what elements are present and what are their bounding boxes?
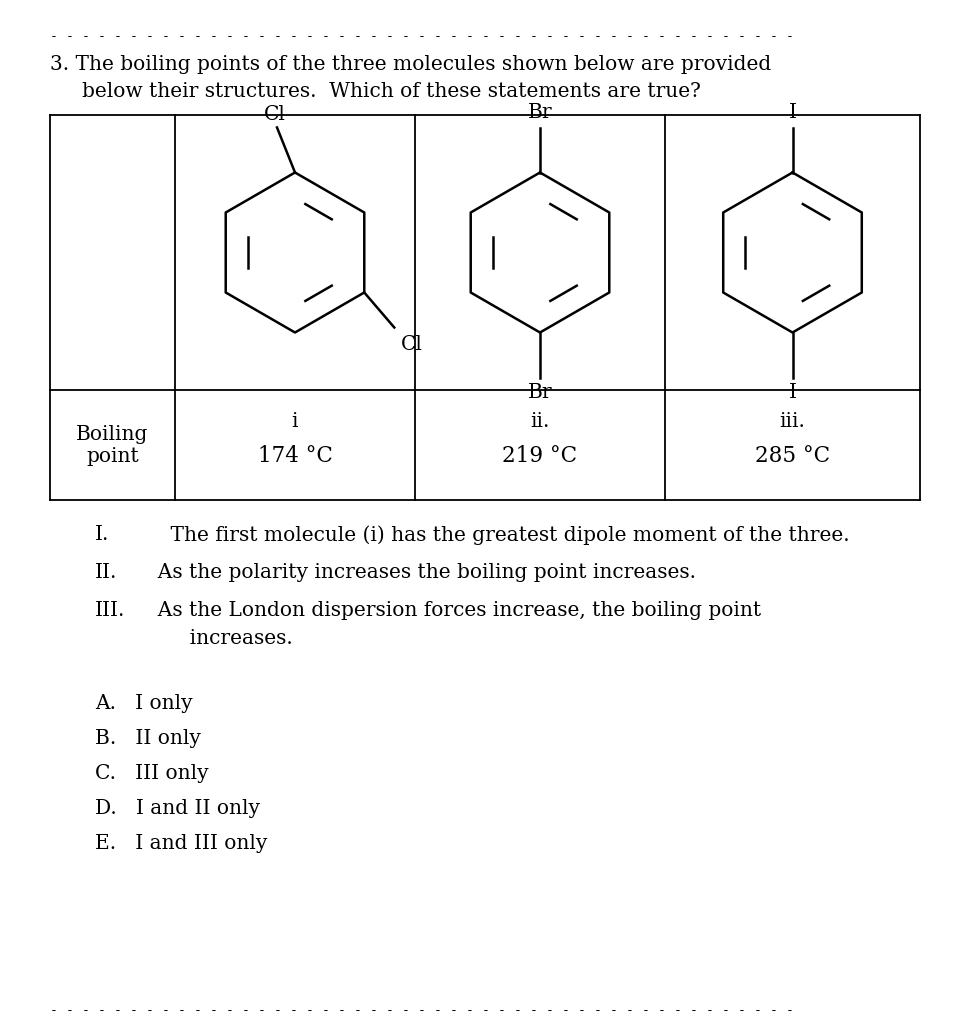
Text: D.   I and II only: D. I and II only (95, 799, 260, 818)
Text: Cl: Cl (264, 105, 285, 125)
Text: 285 °C: 285 °C (754, 445, 830, 467)
Text: ii.: ii. (530, 412, 550, 431)
Text: - - - - - - - - - - - - - - - - - - - - - - - - - - - - - - - - - - - - - - - - : - - - - - - - - - - - - - - - - - - - - … (50, 30, 794, 43)
Text: iii.: iii. (780, 412, 805, 431)
Text: II.: II. (95, 563, 117, 582)
Text: i: i (291, 412, 298, 431)
Text: increases.: increases. (145, 629, 292, 648)
Text: below their structures.  Which of these statements are true?: below their structures. Which of these s… (82, 82, 701, 101)
Text: Br: Br (527, 383, 552, 401)
Text: Boiling
point: Boiling point (77, 425, 149, 466)
Text: B.   II only: B. II only (95, 729, 201, 748)
Text: 174 °C: 174 °C (257, 445, 332, 467)
Text: As the London dispersion forces increase, the boiling point: As the London dispersion forces increase… (145, 601, 761, 620)
Text: I: I (788, 103, 796, 123)
Text: A.   I only: A. I only (95, 694, 192, 713)
Text: 3. The boiling points of the three molecules shown below are provided: 3. The boiling points of the three molec… (50, 55, 771, 74)
Text: E.   I and III only: E. I and III only (95, 834, 267, 853)
Text: I: I (788, 383, 796, 401)
Text: The first molecule (i) has the greatest dipole moment of the three.: The first molecule (i) has the greatest … (145, 525, 850, 545)
Text: C.   III only: C. III only (95, 764, 209, 783)
Text: Cl: Cl (401, 336, 423, 354)
Text: I.: I. (95, 525, 110, 544)
Text: As the polarity increases the boiling point increases.: As the polarity increases the boiling po… (145, 563, 696, 582)
Text: - - - - - - - - - - - - - - - - - - - - - - - - - - - - - - - - - - - - - - - - : - - - - - - - - - - - - - - - - - - - - … (50, 1004, 794, 1017)
Text: 219 °C: 219 °C (502, 445, 578, 467)
Text: Br: Br (527, 103, 552, 123)
Text: III.: III. (95, 601, 125, 620)
